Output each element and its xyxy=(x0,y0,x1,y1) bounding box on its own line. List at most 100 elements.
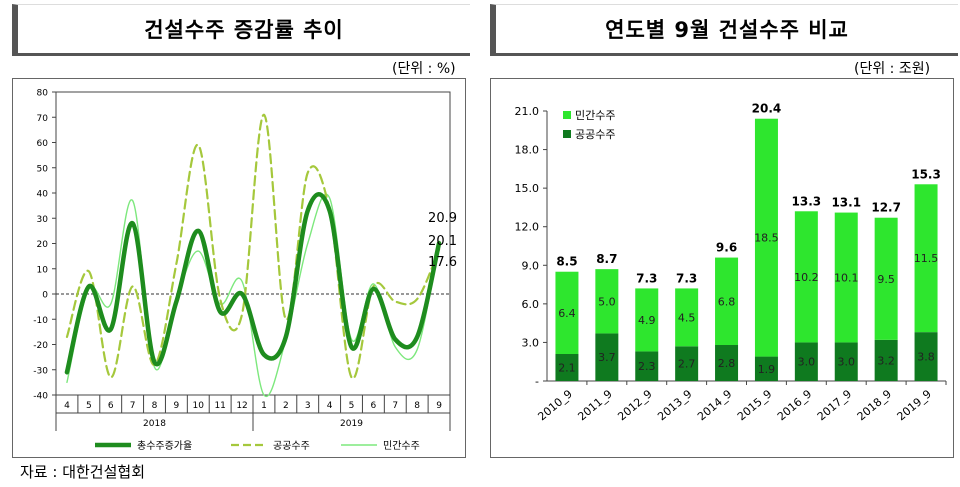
bar-label-private: 4.5 xyxy=(678,311,696,324)
x-month-label: 4 xyxy=(64,401,70,411)
bar-private xyxy=(914,184,938,333)
x-category-label: 2018_9 xyxy=(855,387,894,423)
x-month-label: 7 xyxy=(392,401,398,411)
right-chart-panel: 21.0 18.0 15.0 12.0 9.0 6.0 3.0 - 2.1 6.4 8.5 2010_… xyxy=(490,78,954,458)
bar-private xyxy=(794,211,818,343)
bar-private xyxy=(834,212,858,343)
y-tick-label: -30 xyxy=(33,366,48,376)
bar-label-public: 2.7 xyxy=(678,358,696,371)
legend-label: 민간수주 xyxy=(575,109,615,122)
bar-label-public: 3.2 xyxy=(877,354,895,367)
bar-label-private: 10.1 xyxy=(834,272,859,285)
right-unit-label: (단위 : 조원) xyxy=(854,61,931,77)
y-tick-label: 6.0 xyxy=(522,298,540,311)
legend-label: 총수주증가율 xyxy=(137,440,192,452)
y-tick-label: -40 xyxy=(33,392,48,402)
y-tick-label: 60 xyxy=(37,139,49,149)
x-month-label: 11 xyxy=(214,401,225,411)
bar-label-private: 18.5 xyxy=(754,232,779,245)
y-tick-label: 15.0 xyxy=(515,182,540,195)
x-category-label: 2016_9 xyxy=(775,387,814,423)
bar-public xyxy=(675,346,699,381)
bar-label-public: 3.7 xyxy=(598,351,616,364)
bar-label-private: 10.2 xyxy=(794,271,819,284)
end-value-label: 20.1 xyxy=(428,234,457,249)
x-category-label: 2010_9 xyxy=(535,387,574,423)
legend-label: 공공수주 xyxy=(575,128,615,141)
series-line-1 xyxy=(65,113,441,380)
legend-swatch-public xyxy=(563,130,571,138)
bar-label-private: 4.9 xyxy=(638,314,656,327)
x-month-label: 1 xyxy=(261,401,267,411)
legend-swatch-private xyxy=(563,111,571,119)
bar-label-public: 3.0 xyxy=(798,356,816,369)
x-month-label: 5 xyxy=(86,401,92,411)
x-month-label: 12 xyxy=(236,401,247,411)
bar-public xyxy=(595,333,619,381)
bar-total-label: 9.6 xyxy=(716,241,737,255)
bar-label-private: 6.8 xyxy=(718,295,736,308)
source-note: 자료 : 대한건설협회 xyxy=(20,463,145,481)
x-month-label: 3 xyxy=(305,401,311,411)
bar-total-label: 8.7 xyxy=(596,252,617,266)
bar-private xyxy=(754,118,778,357)
y-tick-label: 20 xyxy=(37,240,49,250)
y-tick-label: 3.0 xyxy=(522,336,540,349)
x-month-label: 9 xyxy=(436,401,442,411)
x-month-label: 4 xyxy=(327,401,333,411)
bar-private xyxy=(715,257,739,345)
x-month-label: 10 xyxy=(193,401,205,411)
y-tick-label: 80 xyxy=(37,89,49,99)
y-tick-label: 18.0 xyxy=(515,144,540,157)
x-month-label: 8 xyxy=(152,401,158,411)
x-category-label: 2015_9 xyxy=(735,387,774,423)
bar-total-label: 13.3 xyxy=(792,194,822,208)
x-month-label: 8 xyxy=(414,401,420,411)
bar-public xyxy=(715,345,739,381)
bar-label-private: 6.4 xyxy=(558,307,576,320)
y-tick-label: -20 xyxy=(33,341,48,351)
x-year-label: 2019 xyxy=(340,419,363,429)
left-chart-title: 건설수주 증감률 추이 xyxy=(12,4,470,56)
y-tick-label: -10 xyxy=(33,316,48,326)
legend-label: 민간수주 xyxy=(383,440,420,452)
bar-public xyxy=(914,332,938,381)
bar-private xyxy=(635,288,659,352)
y-tick-label: - xyxy=(535,375,539,388)
bar-label-public: 1.9 xyxy=(758,363,776,376)
bar-label-public: 3.8 xyxy=(917,351,935,364)
y-tick-label: 50 xyxy=(37,164,49,174)
end-value-label: 20.9 xyxy=(428,211,457,226)
left-chart-panel: 80 70 60 50 40 30 20 10 0 -10 -20 -30 -40 4 5 6 7 8 9 10 11 1… xyxy=(12,78,466,458)
bar-public xyxy=(794,342,818,381)
bar-total-label: 20.4 xyxy=(752,102,782,116)
right-chart-title: 연도별 9월 건설수주 비교 xyxy=(490,4,958,56)
series-line-0 xyxy=(64,192,442,375)
end-value-label: 17.6 xyxy=(428,255,457,270)
bar-label-private: 5.0 xyxy=(598,295,616,308)
x-month-label: 7 xyxy=(130,401,136,411)
bar-label-public: 2.8 xyxy=(718,357,736,370)
bar-label-public: 2.1 xyxy=(558,362,576,375)
y-tick-label: 12.0 xyxy=(515,221,540,234)
plot-area xyxy=(55,91,451,396)
x-month-label: 6 xyxy=(371,401,377,411)
bar-total-label: 15.3 xyxy=(911,167,941,181)
x-year-label: 2018 xyxy=(143,419,166,429)
y-tick-label: 70 xyxy=(37,114,49,124)
bar-label-public: 3.0 xyxy=(838,356,856,369)
y-tick-label: 0 xyxy=(42,291,48,301)
bar-total-label: 7.3 xyxy=(676,271,697,285)
x-category-label: 2017_9 xyxy=(815,387,854,423)
bar-private xyxy=(675,288,699,347)
bar-label-public: 2.3 xyxy=(638,360,656,373)
series-line-2 xyxy=(66,193,440,398)
y-tick-label: 10 xyxy=(37,265,49,275)
bar-total-label: 12.7 xyxy=(871,201,901,215)
bar-public xyxy=(834,342,858,381)
bar-public xyxy=(754,356,778,381)
bar-public xyxy=(874,339,898,381)
x-month-label: 5 xyxy=(349,401,355,411)
x-category-label: 2019_9 xyxy=(895,387,934,423)
y-tick-label: 40 xyxy=(37,190,49,200)
